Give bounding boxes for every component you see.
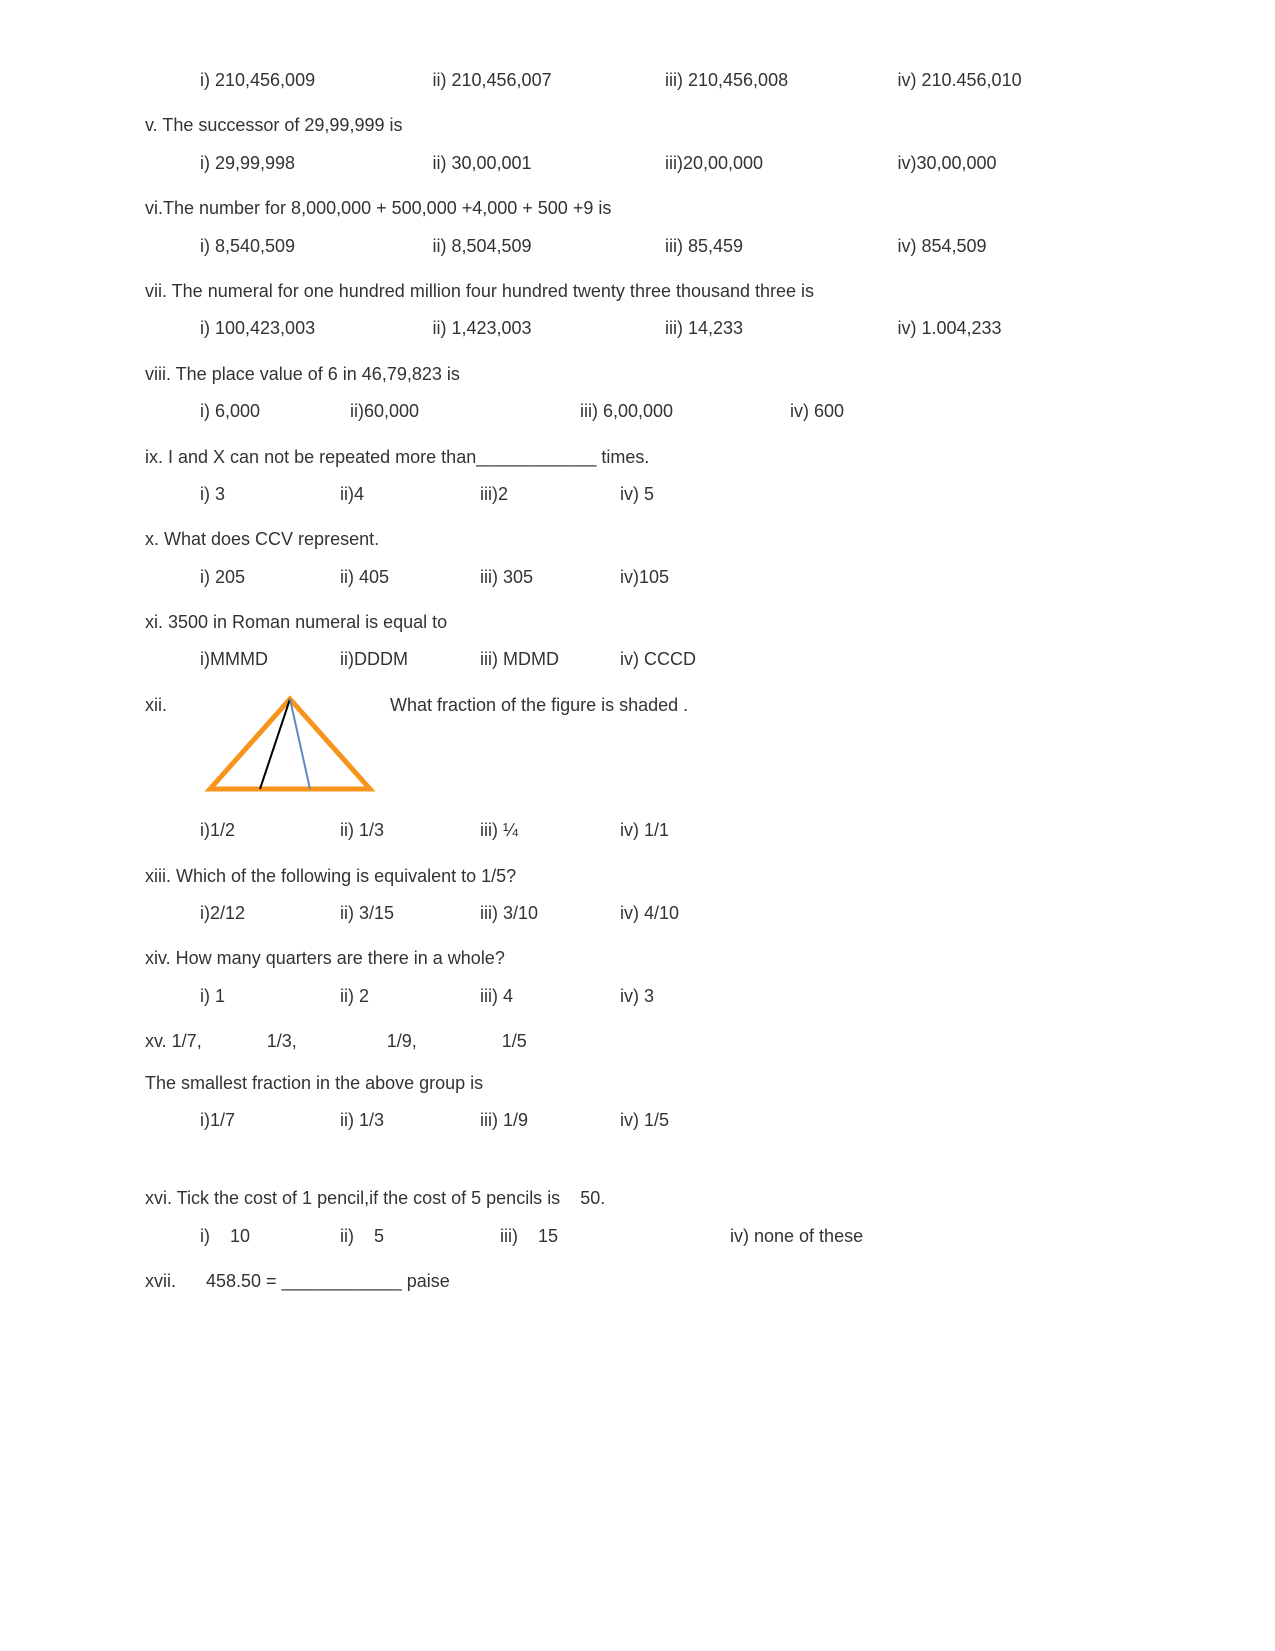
q-xvi-opt-i: i) 10 — [200, 1225, 340, 1248]
q-xiii-options: i)2/12 ii) 3/15 iii) 3/10 iv) 4/10 — [145, 902, 1130, 925]
q-ix-opt-ii: ii)4 — [340, 483, 480, 506]
q-xiii-opt-iv: iv) 4/10 — [620, 902, 760, 925]
q-vii-opt-i: i) 100,423,003 — [200, 317, 433, 340]
q-viii-opt-iii: iii) 6,00,000 — [580, 400, 790, 423]
q-x-text: x. What does CCV represent. — [145, 529, 379, 549]
q-vi: vi.The number for 8,000,000 + 500,000 +4… — [145, 197, 1130, 220]
q-iv-options: i) 210,456,009 ii) 210,456,007 iii) 210,… — [145, 69, 1130, 92]
q-xiv-opt-iii: iii) 4 — [480, 985, 620, 1008]
q-ix-opt-i: i) 3 — [200, 483, 340, 506]
q-iv-opt-ii: ii) 210,456,007 — [433, 69, 666, 92]
q-xiv-opt-iv: iv) 3 — [620, 985, 760, 1008]
q-xv-text1: xv. 1/7, 1/3, 1/9, 1/5 — [145, 1031, 527, 1051]
q-xii: xii. What fraction of the figure is shad… — [145, 694, 1130, 805]
q-ix-options: i) 3 ii)4 iii)2 iv) 5 — [145, 483, 1130, 506]
q-xv-opt-iii: iii) 1/9 — [480, 1109, 620, 1132]
q-vii-opt-iii: iii) 14,233 — [665, 317, 898, 340]
q-vii-text: vii. The numeral for one hundred million… — [145, 281, 814, 301]
q-ix-opt-iii: iii)2 — [480, 483, 620, 506]
q-viii-text: viii. The place value of 6 in 46,79,823 … — [145, 364, 460, 384]
q-xiii-text: xiii. Which of the following is equivale… — [145, 866, 516, 886]
q-xvi-opt-iii: iii) 15 — [500, 1225, 730, 1248]
q-x-opt-iii: iii) 305 — [480, 566, 620, 589]
q-xvi-opt-ii: ii) 5 — [340, 1225, 500, 1248]
q-xi-opt-iii: iii) MDMD — [480, 648, 620, 671]
q-xiv-opt-i: i) 1 — [200, 985, 340, 1008]
q-viii: viii. The place value of 6 in 46,79,823 … — [145, 363, 1130, 386]
q-ix: ix. I and X can not be repeated more tha… — [145, 446, 1130, 469]
q-xvi-opt-iv: iv) none of these — [730, 1225, 863, 1248]
q-x-opt-ii: ii) 405 — [340, 566, 480, 589]
q-v-opt-i: i) 29,99,998 — [200, 152, 433, 175]
q-xv-line1: xv. 1/7, 1/3, 1/9, 1/5 — [145, 1030, 1130, 1053]
q-viii-opt-i: i) 6,000 — [200, 400, 350, 423]
q-xii-opt-i: i)1/2 — [200, 819, 340, 842]
triangle-outer — [210, 699, 370, 789]
q-xv-opt-i: i)1/7 — [200, 1109, 340, 1132]
triangle-icon — [200, 694, 380, 799]
q-xiii-opt-ii: ii) 3/15 — [340, 902, 480, 925]
q-vii-opt-iv: iv) 1.004,233 — [898, 317, 1131, 340]
q-xvi: xvi. Tick the cost of 1 pencil,if the co… — [145, 1187, 1130, 1210]
q-x-opt-iv: iv)105 — [620, 566, 760, 589]
q-iv-opt-i: i) 210,456,009 — [200, 69, 433, 92]
q-xi-opt-ii: ii)DDDM — [340, 648, 480, 671]
q-xiv-text: xiv. How many quarters are there in a wh… — [145, 948, 505, 968]
q-v-opt-iv: iv)30,00,000 — [898, 152, 1131, 175]
q-ix-opt-iv: iv) 5 — [620, 483, 760, 506]
q-xiv-opt-ii: ii) 2 — [340, 985, 480, 1008]
q-v: v. The successor of 29,99,999 is — [145, 114, 1130, 137]
q-xii-figure — [200, 694, 380, 805]
q-xi: xi. 3500 in Roman numeral is equal to — [145, 611, 1130, 634]
q-x-opt-i: i) 205 — [200, 566, 340, 589]
q-xiii: xiii. Which of the following is equivale… — [145, 865, 1130, 888]
q-xvi-text: xvi. Tick the cost of 1 pencil,if the co… — [145, 1188, 605, 1208]
q-xiii-opt-i: i)2/12 — [200, 902, 340, 925]
q-xiv: xiv. How many quarters are there in a wh… — [145, 947, 1130, 970]
q-x-options: i) 205 ii) 405 iii) 305 iv)105 — [145, 566, 1130, 589]
q-vii-opt-ii: ii) 1,423,003 — [433, 317, 666, 340]
q-xi-opt-iv: iv) CCCD — [620, 648, 760, 671]
q-v-opt-ii: ii) 30,00,001 — [433, 152, 666, 175]
q-xvii: xvii. 458.50 = ____________ paise — [145, 1270, 1130, 1293]
q-viii-options: i) 6,000 ii)60,000 iii) 6,00,000 iv) 600 — [145, 400, 1130, 423]
q-vi-text: vi.The number for 8,000,000 + 500,000 +4… — [145, 198, 611, 218]
q-vii: vii. The numeral for one hundred million… — [145, 280, 1130, 303]
q-vi-opt-ii: ii) 8,504,509 — [433, 235, 666, 258]
q-xvi-options: i) 10 ii) 5 iii) 15 iv) none of these — [145, 1225, 1130, 1248]
q-vii-options: i) 100,423,003 ii) 1,423,003 iii) 14,233… — [145, 317, 1130, 340]
q-xii-text: What fraction of the figure is shaded . — [380, 694, 1130, 717]
q-iv-opt-iii: iii) 210,456,008 — [665, 69, 898, 92]
q-iv-opt-iv: iv) 210.456,010 — [898, 69, 1131, 92]
q-viii-opt-iv: iv) 600 — [790, 400, 844, 423]
q-xv-options: i)1/7 ii) 1/3 iii) 1/9 iv) 1/5 — [145, 1109, 1130, 1132]
q-viii-opt-ii: ii)60,000 — [350, 400, 580, 423]
q-xi-opt-i: i)MMMD — [200, 648, 340, 671]
q-xv-opt-ii: ii) 1/3 — [340, 1109, 480, 1132]
q-ix-text: ix. I and X can not be repeated more tha… — [145, 447, 649, 467]
q-xii-options: i)1/2 ii) 1/3 iii) ¼ iv) 1/1 — [145, 819, 1130, 842]
q-v-options: i) 29,99,998 ii) 30,00,001 iii)20,00,000… — [145, 152, 1130, 175]
q-xv-text2: The smallest fraction in the above group… — [145, 1073, 483, 1093]
q-x: x. What does CCV represent. — [145, 528, 1130, 551]
q-xv-opt-iv: iv) 1/5 — [620, 1109, 760, 1132]
q-vi-opt-i: i) 8,540,509 — [200, 235, 433, 258]
q-xv-line2: The smallest fraction in the above group… — [145, 1072, 1130, 1095]
q-xii-opt-iv: iv) 1/1 — [620, 819, 760, 842]
q-xiv-options: i) 1 ii) 2 iii) 4 iv) 3 — [145, 985, 1130, 1008]
q-v-opt-iii: iii)20,00,000 — [665, 152, 898, 175]
q-vi-opt-iv: iv) 854,509 — [898, 235, 1131, 258]
q-vi-options: i) 8,540,509 ii) 8,504,509 iii) 85,459 i… — [145, 235, 1130, 258]
q-vi-opt-iii: iii) 85,459 — [665, 235, 898, 258]
q-xii-opt-iii: iii) ¼ — [480, 819, 620, 842]
q-xii-label: xii. — [145, 694, 200, 717]
q-xiii-opt-iii: iii) 3/10 — [480, 902, 620, 925]
q-xi-options: i)MMMD ii)DDDM iii) MDMD iv) CCCD — [145, 648, 1130, 671]
q-xii-opt-ii: ii) 1/3 — [340, 819, 480, 842]
q-v-text: v. The successor of 29,99,999 is — [145, 115, 402, 135]
q-xvii-text: xvii. 458.50 = ____________ paise — [145, 1271, 450, 1291]
q-xi-text: xi. 3500 in Roman numeral is equal to — [145, 612, 447, 632]
